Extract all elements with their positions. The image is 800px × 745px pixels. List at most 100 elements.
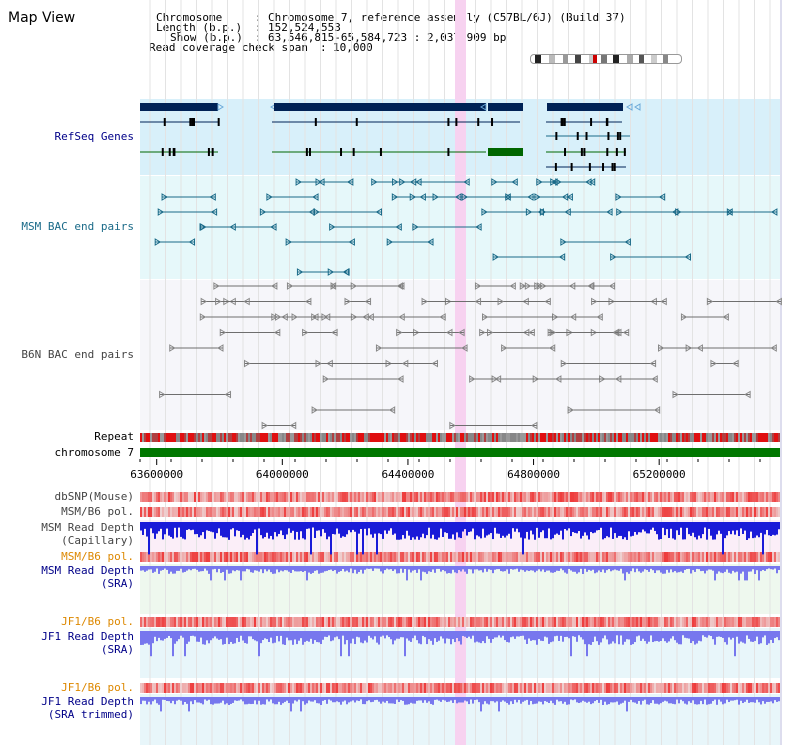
heat-cell (320, 492, 322, 502)
heat-cell (156, 552, 158, 562)
heat-cell (198, 683, 200, 693)
depth-bar (180, 522, 182, 537)
heat-cell (162, 683, 164, 693)
heat-cell (158, 683, 160, 693)
heat-cell (426, 552, 428, 562)
track-label-msm-depth-cap-1[interactable]: MSM Read Depth (41, 521, 134, 534)
heat-cell (670, 552, 672, 562)
heat-cell (432, 507, 434, 517)
heat-cell (308, 507, 310, 517)
heat-cell (472, 617, 474, 627)
depth-bar (582, 697, 584, 701)
track-label-msm-depth-sra-2[interactable]: (SRA) (100, 577, 134, 590)
repeat-cell (296, 433, 298, 442)
track-label-msm-bac[interactable]: MSM BAC end pairs (21, 220, 134, 233)
heat-cell (764, 507, 766, 517)
depth-bar (746, 697, 748, 700)
heat-cell (692, 617, 694, 627)
chromosome-ideogram-icon[interactable] (530, 54, 682, 64)
depth-bar (652, 566, 654, 571)
depth-bar (152, 697, 154, 702)
depth-bar (490, 566, 492, 570)
heat-cell (150, 552, 152, 562)
track-label-refseq[interactable]: RefSeq Genes (54, 130, 134, 143)
heat-cell (552, 492, 554, 502)
heat-cell (220, 617, 222, 627)
depth-bar (572, 631, 574, 637)
heat-cell (636, 507, 638, 517)
depth-bar (496, 566, 498, 570)
repeat-cell (466, 433, 468, 442)
depth-bar (620, 697, 622, 704)
heat-cell (514, 492, 516, 502)
track-label-jf1-depth-sra-1[interactable]: JF1 Read Depth (41, 630, 134, 643)
heat-cell (164, 683, 166, 693)
heat-cell (696, 492, 698, 502)
track-label-b6n-bac[interactable]: B6N BAC end pairs (21, 348, 134, 361)
track-label-repeat[interactable]: Repeat (94, 430, 134, 443)
heat-cell (666, 683, 668, 693)
heat-cell (174, 683, 176, 693)
depth-bar (214, 522, 216, 539)
depth-bar (224, 631, 226, 644)
track-label-msm-depth-sra-1[interactable]: MSM Read Depth (41, 564, 134, 577)
track-label-jf1-b6-pol[interactable]: JF1/B6 pol. (61, 615, 134, 628)
depth-bar (296, 522, 298, 532)
depth-bar (230, 522, 232, 530)
depth-bar (574, 697, 576, 700)
depth-bar (188, 631, 190, 642)
page-title: Map View (8, 10, 76, 26)
depth-bar (516, 566, 518, 569)
depth-bar (660, 631, 662, 641)
depth-bar (284, 631, 286, 645)
heat-cell (320, 552, 322, 562)
heat-cell (352, 507, 354, 517)
depth-bar (558, 697, 560, 702)
track-label-msm-b6-pol-2[interactable]: MSM/B6 pol. (61, 550, 134, 563)
depth-bar (230, 566, 232, 574)
heat-cell (710, 683, 712, 693)
heat-cell (336, 492, 338, 502)
track-label-msm-b6-pol[interactable]: MSM/B6 pol. (61, 505, 134, 518)
heat-cell (580, 492, 582, 502)
depth-bar (754, 631, 756, 641)
track-label-jf1-depth-sra-2[interactable]: (SRA) (100, 643, 134, 656)
track-label-jf1-depth-trim-1[interactable]: JF1 Read Depth (41, 695, 134, 708)
track-label-msm-depth-cap-2[interactable]: (Capillary) (61, 534, 134, 547)
repeat-cell (710, 433, 712, 442)
depth-bar (470, 631, 472, 639)
depth-bar (544, 631, 546, 637)
depth-bar (380, 631, 382, 637)
depth-bar (508, 566, 510, 574)
heat-cell (494, 552, 496, 562)
depth-bar (174, 522, 176, 528)
track-label-jf1-depth-trim-2[interactable]: (SRA trimmed) (47, 708, 134, 721)
heat-cell (446, 552, 448, 562)
heat-cell (576, 683, 578, 693)
gene-exon (619, 132, 622, 140)
depth-bar (692, 697, 694, 701)
bac-end-marker (658, 344, 665, 352)
heat-cell (432, 552, 434, 562)
depth-bar (284, 566, 286, 571)
repeat-cell (572, 433, 574, 442)
depth-bar (664, 631, 666, 642)
track-label-chromosome[interactable]: chromosome 7 (54, 446, 134, 459)
heat-cell (396, 507, 398, 517)
heat-cell (258, 683, 260, 693)
depth-bar (666, 522, 668, 530)
depth-bar (546, 697, 548, 702)
heat-cell (604, 617, 606, 627)
bac-end-marker (567, 406, 575, 414)
heat-cell (716, 683, 718, 693)
track-label-dbsnp[interactable]: dbSNP(Mouse) (54, 490, 134, 503)
depth-bar (608, 566, 610, 570)
heat-cell (554, 507, 556, 517)
heat-cell (470, 617, 472, 627)
heat-cell (322, 507, 324, 517)
depth-bar (342, 697, 344, 702)
heat-cell (688, 492, 690, 502)
track-label-jf1-b6-pol-2[interactable]: JF1/B6 pol. (61, 681, 134, 694)
heat-cell (196, 683, 198, 693)
